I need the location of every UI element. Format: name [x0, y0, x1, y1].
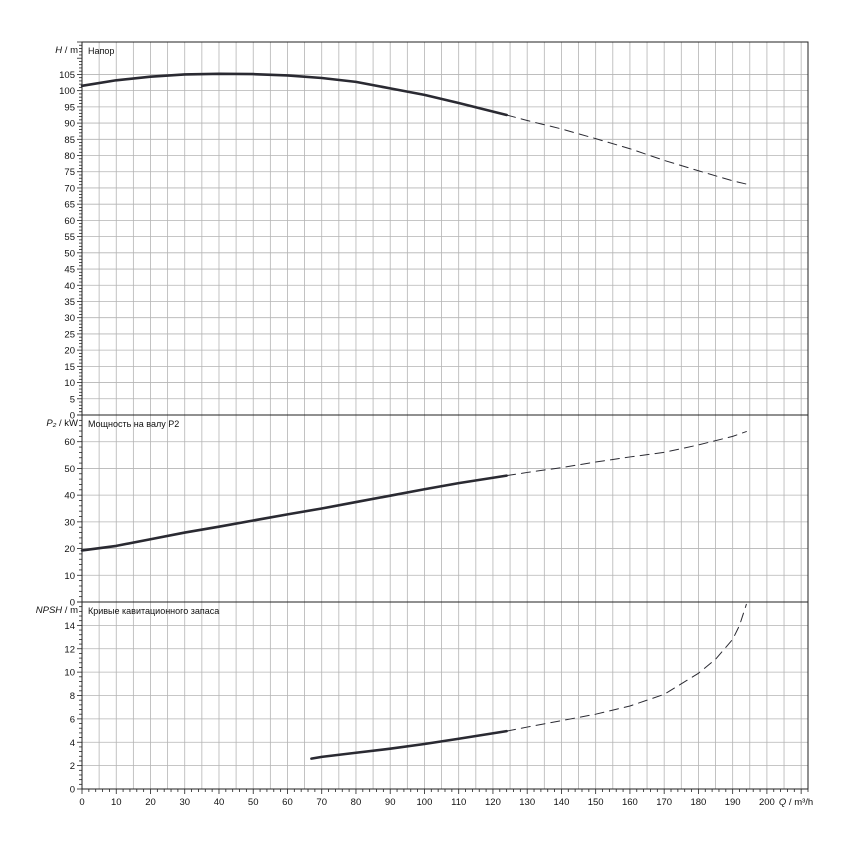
y-tick-label-npsh: 14: [64, 621, 75, 632]
y-tick-label-head: 0: [70, 411, 75, 422]
x-tick-label: 100: [417, 797, 433, 808]
y-tick-label-power: 50: [64, 464, 75, 475]
y-axis-label-npsh: NPSH / m: [36, 605, 78, 616]
x-tick-label: 10: [111, 797, 122, 808]
y-axis-label-head: H / m: [55, 45, 78, 56]
x-tick-label: 40: [214, 797, 225, 808]
y-tick-label-npsh: 4: [70, 738, 75, 749]
x-tick-label: 150: [588, 797, 604, 808]
y-tick-label-npsh: 6: [70, 714, 75, 725]
y-tick-label-npsh: 8: [70, 691, 75, 702]
x-tick-label: 200: [759, 797, 775, 808]
y-tick-label-head: 65: [64, 200, 75, 211]
y-tick-label-power: 60: [64, 437, 75, 448]
y-tick-label-head: 20: [64, 346, 75, 357]
y-tick-label-head: 100: [59, 86, 75, 97]
x-tick-label: 110: [451, 797, 466, 808]
y-axis-symbol-npsh: NPSH: [36, 605, 63, 616]
y-tick-label-head: 5: [70, 394, 75, 405]
x-axis-label: Q / m³/h: [779, 797, 813, 808]
series-line-power-dashed: [506, 431, 747, 477]
panel-title-npsh: Кривые кавитационного запаса: [88, 606, 219, 616]
x-tick-label: 0: [79, 797, 84, 808]
y-tick-label-npsh: 0: [70, 785, 75, 796]
y-tick-label-npsh: 2: [70, 761, 75, 772]
x-tick-label: 20: [145, 797, 156, 808]
y-tick-label-power: 20: [64, 544, 75, 555]
y-tick-label-head: 75: [64, 167, 75, 178]
x-tick-label: 50: [248, 797, 259, 808]
y-tick-label-power: 0: [70, 598, 75, 609]
series-line-head-solid: [80, 72, 508, 117]
y-axis-unit-power: kW: [64, 418, 78, 429]
y-tick-label-head: 70: [64, 183, 75, 194]
series-layer: [80, 72, 747, 760]
y-tick-label-head: 35: [64, 297, 75, 308]
x-tick-label: 80: [351, 797, 362, 808]
y-tick-label-head: 25: [64, 329, 75, 340]
y-tick-label-head: 50: [64, 248, 75, 259]
frame-layer: [77, 41, 809, 794]
y-tick-label-head: 30: [64, 313, 75, 324]
y-axis-symbol-head: H: [55, 45, 62, 56]
x-tick-label: 180: [690, 797, 706, 808]
x-tick-label: 30: [179, 797, 190, 808]
y-tick-label-head: 95: [64, 102, 75, 113]
x-tick-label: 90: [385, 797, 396, 808]
y-tick-label-power: 30: [64, 517, 75, 528]
grid-layer: [82, 42, 808, 789]
y-tick-label-head: 80: [64, 151, 75, 162]
x-tick-label: 120: [485, 797, 501, 808]
x-tick-label: 160: [622, 797, 638, 808]
y-tick-label-head: 10: [64, 378, 75, 389]
x-tick-label: 140: [554, 797, 570, 808]
y-tick-label-head: 15: [64, 362, 75, 373]
series-line-power-solid: [80, 474, 508, 552]
y-tick-label-head: 90: [64, 119, 75, 130]
x-tick-label: 130: [519, 797, 535, 808]
y-tick-label-head: 40: [64, 281, 75, 292]
y-tick-label-power: 10: [64, 571, 75, 582]
x-axis-symbol: Q: [779, 797, 787, 808]
y-tick-label-npsh: 12: [64, 644, 75, 655]
y-tick-label-head: 55: [64, 232, 75, 243]
y-tick-label-power: 40: [64, 491, 75, 502]
panel-title-head: Напор: [88, 46, 114, 56]
y-axis-unit-head: m: [70, 45, 78, 56]
x-tick-label: 60: [282, 797, 293, 808]
y-axis-symbol-power: P₂: [46, 418, 56, 429]
y-tick-label-head: 45: [64, 265, 75, 276]
y-tick-label-head: 85: [64, 135, 75, 146]
x-tick-label: 170: [656, 797, 672, 808]
series-line-npsh-dashed: [506, 603, 747, 732]
panel-title-power: Мощность на валу P2: [88, 419, 179, 429]
y-axis-label-power: P₂ / kW: [46, 418, 78, 429]
y-tick-label-head: 105: [59, 70, 75, 81]
y-axis-unit-npsh: m: [70, 605, 78, 616]
x-axis-unit: m³/h: [794, 797, 813, 808]
series-line-head-dashed: [506, 114, 747, 185]
y-tick-label-npsh: 10: [64, 668, 75, 679]
y-tick-label-head: 60: [64, 216, 75, 227]
x-tick-label: 70: [316, 797, 327, 808]
x-tick-label: 190: [725, 797, 741, 808]
series-line-npsh-solid: [310, 729, 508, 760]
text-layer: 0510152025303540455055606570758085909510…: [36, 45, 813, 808]
